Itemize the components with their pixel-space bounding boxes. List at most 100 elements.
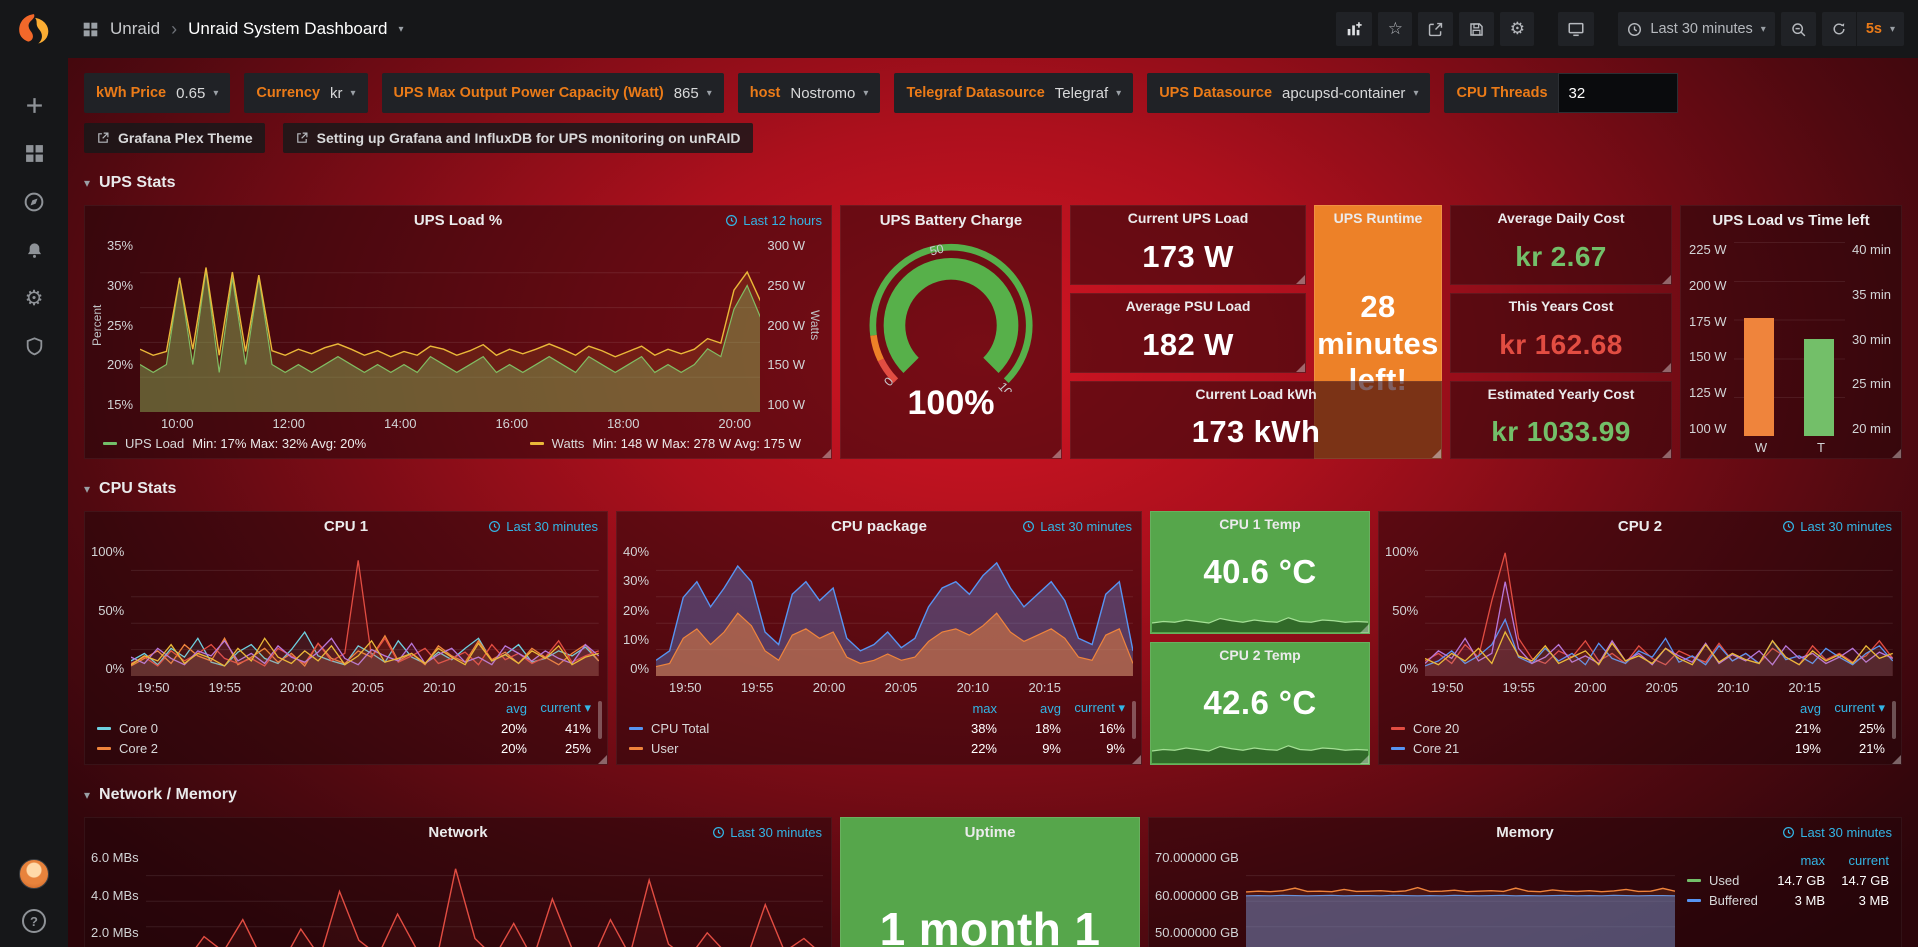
legend-scrollbar[interactable] xyxy=(1892,701,1896,739)
legend-header[interactable]: avg current ▾ xyxy=(506,700,591,716)
panel-title[interactable]: Estimated Yearly Cost xyxy=(1487,386,1635,402)
legend-header[interactable]: avg current ▾ xyxy=(1800,700,1885,716)
panel-resize-handle[interactable] xyxy=(1132,755,1141,764)
legend: max avg current ▾ CPU Total 38% 18% 16% … xyxy=(617,698,1141,764)
sidebar-item-configuration[interactable]: ⚙ xyxy=(25,288,44,309)
panel-title[interactable]: UPS Load % xyxy=(413,211,503,229)
add-panel-button[interactable] xyxy=(1336,12,1373,46)
chevron-down-icon: ▾ xyxy=(84,176,91,190)
panel-title[interactable]: Current Load kWh xyxy=(1195,386,1317,402)
sidebar-item-create[interactable] xyxy=(24,95,45,116)
chevron-down-icon[interactable]: ▾ xyxy=(398,23,404,35)
favorite-button[interactable]: ☆ xyxy=(1378,12,1413,46)
cpu-temp-group: CPU 1 Temp 40.6 °C CPU 2 Temp 42.6 °C xyxy=(1150,511,1370,765)
panel-resize-handle[interactable] xyxy=(1892,755,1901,764)
panel-resize-handle[interactable] xyxy=(1662,363,1671,372)
save-button[interactable] xyxy=(1459,12,1495,46)
ups-load-chart[interactable] xyxy=(140,238,761,412)
dashboard-title[interactable]: Unraid System Dashboard xyxy=(188,19,388,38)
variable-ups-datasource[interactable]: UPS Datasource apcupsd-container ▾ xyxy=(1147,73,1431,113)
panel-title[interactable]: UPS Runtime xyxy=(1333,210,1423,226)
variable-host[interactable]: host Nostromo ▾ xyxy=(737,73,881,113)
panel-title[interactable]: UPS Load vs Time left xyxy=(1712,211,1870,229)
panel-title[interactable]: Average Daily Cost xyxy=(1497,210,1625,226)
refresh-button[interactable] xyxy=(1821,12,1856,46)
legend-scrollbar[interactable] xyxy=(598,701,602,739)
panel-resize-handle[interactable] xyxy=(1052,449,1061,458)
panel-title[interactable]: CPU 2 Temp xyxy=(1219,647,1301,663)
time-picker-button[interactable]: Last 30 minutes ▾ xyxy=(1618,12,1775,46)
panel-title[interactable]: UPS Battery Charge xyxy=(879,211,1023,229)
breadcrumb-folder[interactable]: Unraid xyxy=(110,19,161,38)
link-grafana-plex-theme[interactable]: Grafana Plex Theme xyxy=(84,123,265,153)
sidebar-item-alerting[interactable] xyxy=(24,240,45,261)
cpu1-chart[interactable] xyxy=(131,544,599,676)
panel-title[interactable]: CPU package xyxy=(831,517,927,535)
time-range-badge: Last 30 minutes xyxy=(1782,519,1892,534)
panel-resize-handle[interactable] xyxy=(1360,755,1369,764)
legend-scrollbar[interactable] xyxy=(1132,701,1136,739)
panel-resize-handle[interactable] xyxy=(1296,275,1305,284)
section-network-memory[interactable]: ▾ Network / Memory xyxy=(84,786,237,803)
panel-title[interactable]: CPU 1 xyxy=(323,517,369,535)
series-name[interactable]: Watts xyxy=(551,436,585,451)
panel-resize-handle[interactable] xyxy=(1892,449,1901,458)
clock-icon xyxy=(1783,827,1795,838)
section-cpu-stats[interactable]: ▾ CPU Stats xyxy=(84,480,177,497)
x-axis-ticks: W T xyxy=(1754,440,1825,455)
panel-resize-handle[interactable] xyxy=(822,449,831,458)
time-range-badge: Last 30 minutes xyxy=(1782,825,1892,840)
panel-title[interactable]: Memory xyxy=(1496,823,1554,841)
legend-header[interactable]: max current xyxy=(1800,852,1889,868)
network-chart[interactable] xyxy=(146,850,823,947)
legend-header[interactable]: max avg current ▾ xyxy=(972,700,1125,716)
panel-title[interactable]: This Years Cost xyxy=(1508,298,1614,314)
panel-this-years-cost: This Years Cost kr 162.68 xyxy=(1450,293,1672,373)
grafana-logo[interactable] xyxy=(16,12,52,53)
help-icon[interactable]: ? xyxy=(22,909,46,933)
clock-icon xyxy=(726,215,738,226)
panel-resize-handle[interactable] xyxy=(1432,449,1441,458)
legend-row: Core 0 20% 41% xyxy=(97,718,591,738)
legend-item: UPS Load Min: 17% Max: 32% Avg: 20% xyxy=(103,436,366,451)
variable-kwh-price[interactable]: kWh Price 0.65 ▾ xyxy=(84,73,231,113)
zoom-out-button[interactable] xyxy=(1780,12,1816,46)
cycle-view-button[interactable] xyxy=(1558,12,1595,46)
y-axis-ticks-left: 35% 30% 25% 20% 15% xyxy=(107,238,134,412)
panel-resize-handle[interactable] xyxy=(598,755,607,764)
sidebar-item-explore[interactable] xyxy=(23,191,45,213)
stat-value: kr 1033.99 xyxy=(1491,416,1631,447)
variable-ups-max-output[interactable]: UPS Max Output Power Capacity (Watt) 865… xyxy=(381,73,724,113)
panel-title[interactable]: CPU 1 Temp xyxy=(1219,516,1301,532)
variable-currency[interactable]: Currency kr ▾ xyxy=(244,73,368,113)
panel-resize-handle[interactable] xyxy=(1296,363,1305,372)
bars-plot[interactable] xyxy=(1733,242,1845,436)
gauge-mid-label: 50 xyxy=(928,242,945,259)
memory-chart[interactable] xyxy=(1245,850,1675,947)
panel-network: Network Last 30 minutes 6.0 MBs 4.0 MBs 2… xyxy=(84,817,832,947)
panel-title[interactable]: Network xyxy=(428,823,488,841)
cpu-threads-input[interactable] xyxy=(1557,73,1678,113)
user-avatar[interactable] xyxy=(19,859,49,889)
panel-resize-handle[interactable] xyxy=(1662,275,1671,284)
cpu-package-chart[interactable] xyxy=(656,544,1133,676)
settings-button[interactable]: ⚙ xyxy=(1500,12,1535,46)
panel-title[interactable]: CPU 2 xyxy=(1617,517,1663,535)
panel-resize-handle[interactable] xyxy=(1360,624,1369,633)
variable-value: Nostromo ▾ xyxy=(790,84,869,102)
variable-telegraf-datasource[interactable]: Telegraf Datasource Telegraf ▾ xyxy=(894,73,1134,113)
variable-label: Telegraf Datasource xyxy=(906,85,1045,101)
sidebar-item-dashboards[interactable] xyxy=(24,143,45,164)
share-button[interactable] xyxy=(1418,12,1454,46)
panel-resize-handle[interactable] xyxy=(1662,449,1671,458)
panel-title[interactable]: Uptime xyxy=(964,823,1016,841)
legend-row: Core 21 19% 21% xyxy=(1391,738,1885,758)
series-name[interactable]: UPS Load xyxy=(125,436,185,451)
cpu2-chart[interactable] xyxy=(1425,544,1893,676)
sidebar-item-server-admin[interactable] xyxy=(24,336,45,357)
refresh-interval-button[interactable]: 5s ▾ xyxy=(1856,12,1904,46)
section-ups-stats[interactable]: ▾ UPS Stats xyxy=(84,174,176,191)
panel-title[interactable]: Average PSU Load xyxy=(1125,298,1251,314)
link-ups-monitoring-guide[interactable]: Setting up Grafana and InfluxDB for UPS … xyxy=(282,123,753,153)
panel-title[interactable]: Current UPS Load xyxy=(1127,210,1249,226)
